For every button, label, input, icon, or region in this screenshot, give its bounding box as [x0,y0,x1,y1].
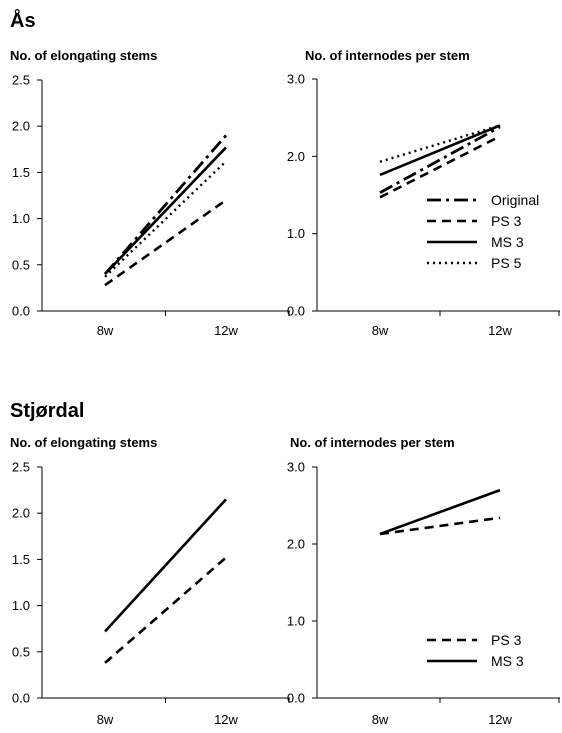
y-tick-label: 0.5 [12,644,30,659]
x-tick-label: 12w [214,712,238,727]
series-line-ps-3 [104,199,227,287]
series-line-ps-3 [379,516,501,536]
chart-title: No. of elongating stems [10,48,157,63]
y-tick-label: 2.0 [287,149,305,164]
series-line-ms-3 [104,498,227,633]
y-tick-label: 2.5 [12,460,30,475]
y-tick-label: 1.5 [12,552,30,567]
series-line-ms-3 [379,124,501,177]
y-tick-label: 1.0 [287,614,305,629]
x-tick-label: 8w [97,712,114,727]
y-tick-label: 2.0 [12,119,30,134]
x-tick-label: 8w [372,323,389,338]
y-tick-label: 1.0 [287,226,305,241]
series-line-ms-3 [104,146,227,275]
legend-label: MS 3 [491,653,524,669]
series-line-ps-5 [379,124,501,163]
y-tick-label: 0.0 [12,304,30,319]
x-tick-label: 12w [214,323,238,338]
chart-title: No. of internodes per stem [305,48,470,63]
legend-label: Original [491,192,539,208]
y-tick-label: 0.0 [12,691,30,706]
chart-title: No. of elongating stems [10,435,157,450]
chart-title: No. of internodes per stem [290,435,455,450]
series-line-original [379,125,501,194]
y-tick-label: 3.0 [287,460,305,475]
y-tick-label: 1.0 [12,598,30,613]
series-line-ps-3 [104,556,227,664]
series-line-ps-3 [379,135,501,199]
legend-label: MS 3 [491,234,524,250]
series-line-ms-3 [379,488,501,536]
y-tick-label: 1.0 [12,211,30,226]
y-tick-label: 0.0 [287,304,305,319]
y-tick-label: 2.5 [12,73,30,88]
y-tick-label: 2.0 [12,506,30,521]
x-tick-label: 8w [97,323,114,338]
x-tick-label: 12w [488,323,512,338]
y-tick-label: 2.0 [287,537,305,552]
y-tick-label: 0.5 [12,257,30,272]
legend-label: PS 3 [491,213,522,229]
x-tick-label: 8w [372,712,389,727]
y-tick-label: 0.0 [287,691,305,706]
legend-label: PS 5 [491,255,522,271]
section-title: Stjørdal [10,400,84,422]
y-tick-label: 3.0 [287,72,305,87]
legend-label: PS 3 [491,632,522,648]
series-line-original [103,134,228,275]
section-title: Ås [10,8,36,32]
y-tick-label: 1.5 [12,165,30,180]
x-tick-label: 12w [488,712,512,727]
series-line-ps-5 [104,160,227,278]
